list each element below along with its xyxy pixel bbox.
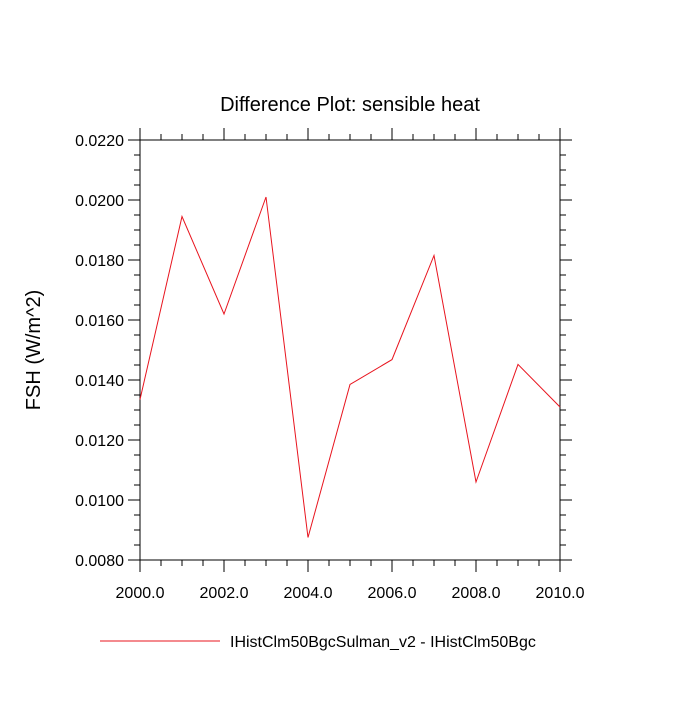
chart-title: Difference Plot: sensible heat (220, 94, 480, 116)
y-tick-label: 0.0080 (75, 553, 124, 570)
legend: IHistClm50BgcSulman_v2 - IHistClm50Bgc (100, 634, 536, 651)
y-tick-label: 0.0220 (75, 133, 124, 150)
y-tick-label: 0.0120 (75, 433, 124, 450)
x-tick-label: 2002.0 (200, 585, 249, 602)
y-axis-label: FSH (W/m^2) (23, 290, 45, 410)
y-tick-label: 0.0100 (75, 493, 124, 510)
x-tick-label: 2008.0 (452, 585, 501, 602)
y-tick-label: 0.0160 (75, 313, 124, 330)
x-tick-label: 2000.0 (116, 585, 165, 602)
x-tick-label: 2010.0 (536, 585, 585, 602)
y-tick-label: 0.0180 (75, 253, 124, 270)
y-tick-label: 0.0200 (75, 193, 124, 210)
x-tick-label: 2004.0 (284, 585, 333, 602)
series-layer (139, 196, 561, 538)
y-tick-label: 0.0140 (75, 373, 124, 390)
x-tick-label: 2006.0 (368, 585, 417, 602)
legend-label: IHistClm50BgcSulman_v2 - IHistClm50Bgc (230, 634, 536, 651)
plot-frame (139, 139, 561, 561)
series-line-0 (139, 196, 561, 538)
axes-layer: 0.0080 0.0100 0.0120 0.0140 0.0160 0.0180 0.02… (75, 128, 585, 602)
